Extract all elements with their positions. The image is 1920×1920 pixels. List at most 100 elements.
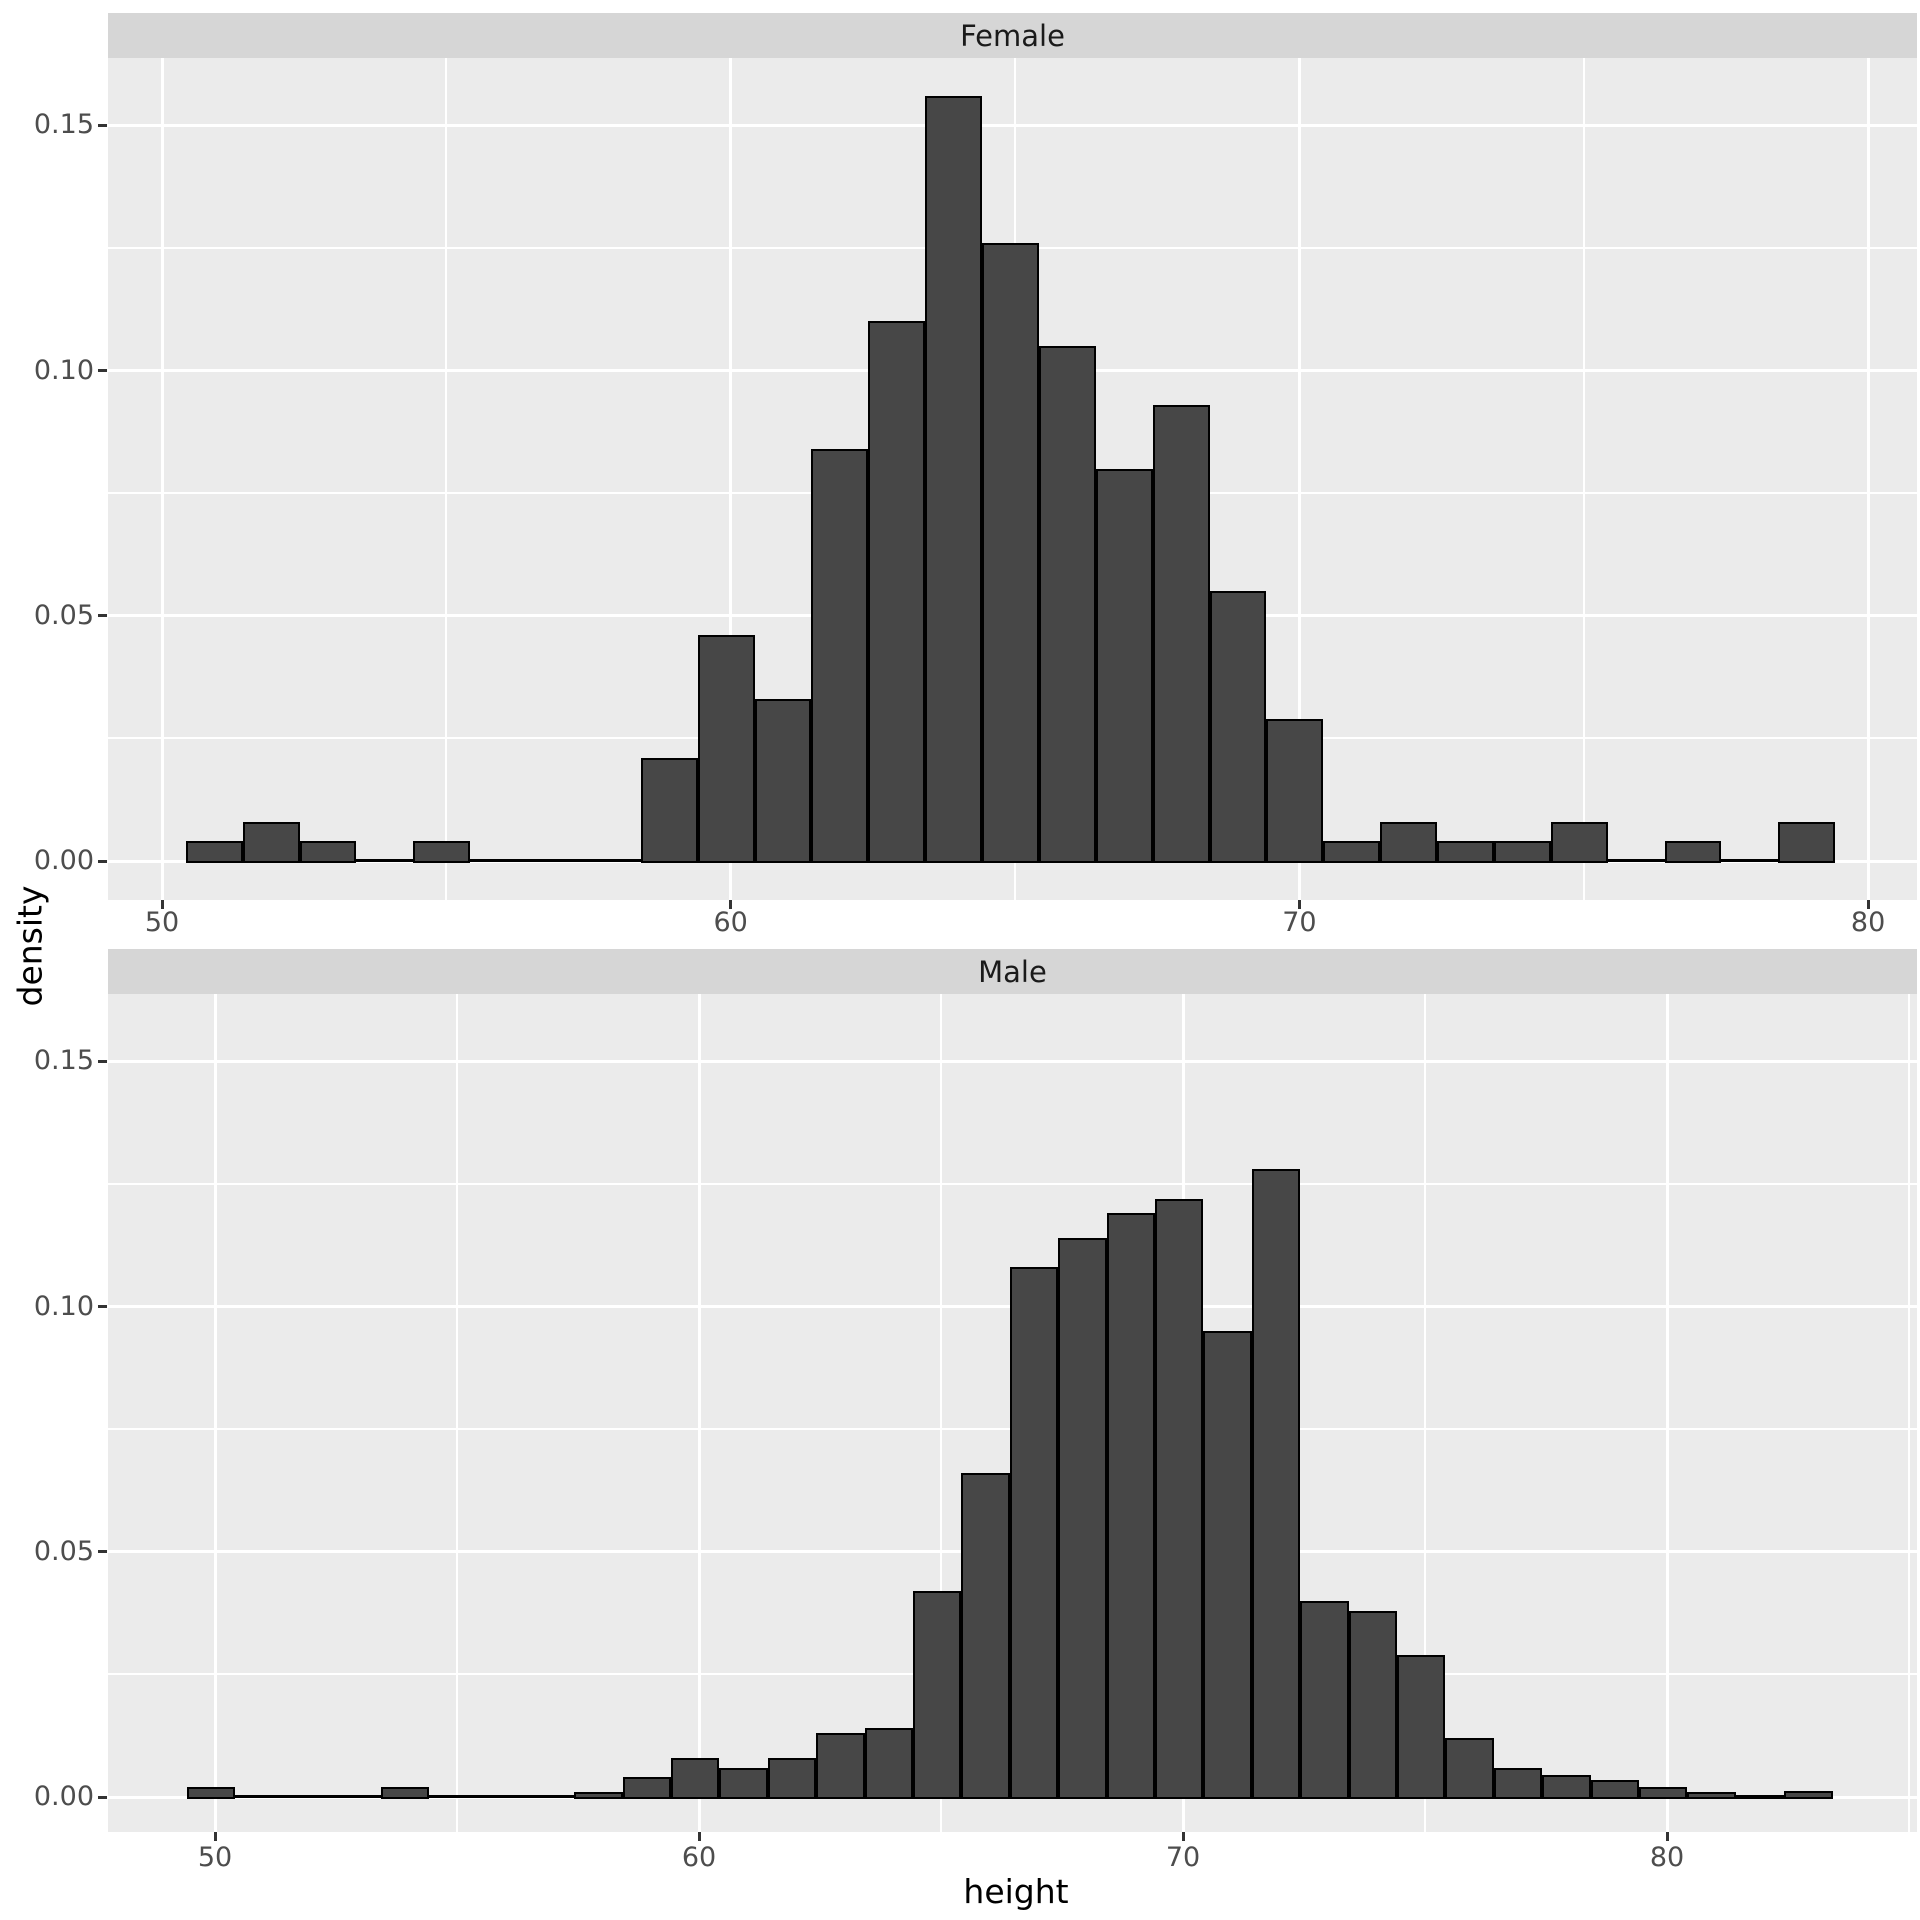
x-minor-gridline bbox=[1424, 994, 1426, 1832]
y-tick-mark bbox=[98, 123, 107, 127]
y-tick-label: 0.10 bbox=[33, 354, 94, 386]
x-tick-label: 50 bbox=[197, 1842, 233, 1873]
histogram-bar bbox=[1638, 1787, 1688, 1799]
histogram-bar bbox=[697, 635, 755, 863]
x-tick-label: 60 bbox=[681, 1842, 717, 1873]
histogram-bar bbox=[1203, 1331, 1252, 1799]
histogram-bar bbox=[413, 841, 471, 863]
y-tick-mark bbox=[98, 1550, 107, 1554]
histogram-bar bbox=[1038, 345, 1096, 863]
histogram-bar bbox=[1380, 821, 1437, 863]
x-tick-label: 60 bbox=[713, 907, 748, 938]
histogram-bar bbox=[864, 1728, 913, 1799]
histogram-bar bbox=[1493, 841, 1551, 863]
x-tick-mark bbox=[697, 1832, 701, 1841]
histogram-bar bbox=[1687, 1792, 1736, 1799]
facet-strip: Female bbox=[108, 13, 1917, 58]
y-tick-label: 0.00 bbox=[33, 1781, 94, 1812]
plot-panel bbox=[108, 58, 1917, 900]
histogram-bar bbox=[816, 1733, 865, 1799]
y-tick-mark bbox=[98, 1795, 107, 1799]
x-tick-mark bbox=[729, 900, 733, 909]
facet-strip: Male bbox=[108, 949, 1917, 994]
x-tick-mark bbox=[213, 1832, 217, 1841]
histogram-bar bbox=[1445, 1738, 1494, 1799]
x-major-gridline bbox=[1866, 58, 1870, 900]
histogram-bar bbox=[1209, 591, 1267, 863]
histogram-bar bbox=[754, 699, 812, 863]
x-tick-label: 70 bbox=[1282, 907, 1317, 938]
y-tick-label: 0.05 bbox=[33, 599, 94, 631]
histogram-bar bbox=[982, 242, 1039, 863]
y-major-gridline bbox=[108, 1059, 1917, 1063]
histogram-bar bbox=[925, 95, 983, 863]
y-tick-label: 0.00 bbox=[33, 845, 94, 876]
histogram-bar bbox=[1323, 841, 1381, 863]
histogram-bar bbox=[767, 1757, 817, 1799]
histogram-bar bbox=[1778, 821, 1836, 863]
plot-panel bbox=[108, 994, 1917, 1832]
histogram-bar bbox=[1542, 1774, 1591, 1799]
x-tick-mark bbox=[160, 900, 164, 909]
y-tick-mark bbox=[98, 1305, 107, 1308]
x-axis-title: height bbox=[963, 1872, 1069, 1911]
x-major-gridline bbox=[1297, 58, 1301, 900]
histogram-bar bbox=[574, 1792, 623, 1799]
histogram-bar bbox=[1590, 1779, 1639, 1799]
x-major-gridline bbox=[697, 994, 701, 1832]
histogram-bar bbox=[1493, 1767, 1543, 1799]
y-tick-mark bbox=[98, 369, 107, 372]
x-tick-mark bbox=[1297, 900, 1301, 909]
histogram-bar bbox=[670, 1757, 720, 1799]
histogram-bar bbox=[186, 1787, 236, 1799]
x-major-gridline bbox=[160, 58, 164, 900]
x-tick-label: 50 bbox=[144, 907, 180, 938]
histogram-bar bbox=[1154, 1198, 1204, 1799]
facet-strip-label: Male bbox=[978, 954, 1047, 989]
histogram-bar bbox=[640, 757, 698, 863]
histogram-bar bbox=[961, 1473, 1010, 1799]
x-major-gridline bbox=[1665, 994, 1669, 1832]
histogram-bar bbox=[1266, 718, 1324, 863]
y-major-gridline bbox=[108, 123, 1917, 127]
histogram-bar bbox=[1348, 1610, 1397, 1799]
histogram-bar bbox=[868, 321, 926, 863]
histogram-bar bbox=[380, 1787, 429, 1799]
x-major-gridline bbox=[729, 58, 733, 900]
histogram-bar bbox=[185, 841, 243, 863]
histogram-bar bbox=[1437, 841, 1494, 863]
histogram-bar bbox=[622, 1777, 671, 1799]
y-tick-label: 0.10 bbox=[33, 1290, 94, 1322]
histogram-bar bbox=[1784, 1791, 1833, 1799]
histogram-bar bbox=[1095, 468, 1153, 863]
histogram-bar bbox=[1735, 1794, 1785, 1799]
y-tick-label: 0.05 bbox=[33, 1535, 94, 1567]
x-tick-label: 80 bbox=[1850, 907, 1886, 938]
y-tick-mark bbox=[98, 1059, 107, 1063]
histogram-bar bbox=[1251, 1169, 1301, 1799]
x-minor-gridline bbox=[940, 994, 942, 1832]
x-tick-mark bbox=[1866, 900, 1870, 909]
histogram-bar bbox=[1106, 1213, 1155, 1799]
histogram-bar bbox=[1152, 404, 1210, 863]
x-minor-gridline bbox=[1908, 994, 1910, 1832]
histogram-bar bbox=[1058, 1237, 1107, 1799]
x-tick-mark bbox=[1665, 1832, 1669, 1841]
histogram-bar bbox=[242, 821, 300, 863]
y-axis-title: density bbox=[10, 885, 50, 1007]
histogram-bar bbox=[811, 448, 869, 863]
y-tick-label: 0.15 bbox=[33, 109, 94, 141]
histogram-bar bbox=[1396, 1654, 1446, 1799]
y-tick-mark bbox=[98, 614, 107, 618]
y-minor-gridline bbox=[108, 1182, 1917, 1185]
x-minor-gridline bbox=[445, 58, 448, 900]
x-minor-gridline bbox=[1582, 58, 1585, 900]
histogram-bar bbox=[912, 1590, 962, 1799]
x-tick-label: 70 bbox=[1165, 1842, 1201, 1873]
histogram-bar bbox=[1300, 1600, 1349, 1799]
histogram-bar bbox=[1664, 841, 1722, 863]
x-major-gridline bbox=[213, 994, 217, 1832]
facet-strip-label: Female bbox=[960, 18, 1065, 53]
histogram-bar bbox=[299, 841, 357, 863]
